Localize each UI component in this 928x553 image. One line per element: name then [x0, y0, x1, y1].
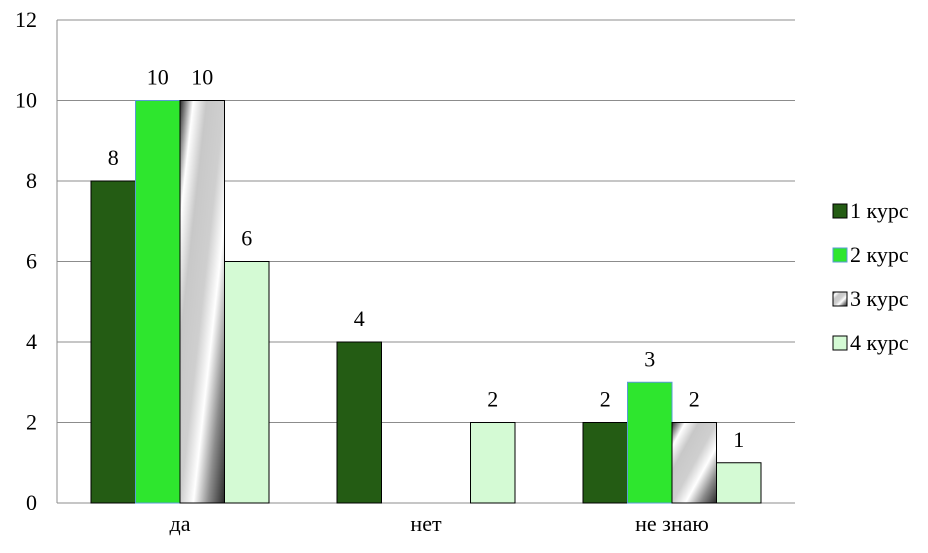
y-tick-label: 8 [26, 168, 37, 193]
y-tick-label: 4 [26, 329, 37, 354]
data-label: 3 [644, 346, 655, 371]
bar-3-3 [671, 422, 717, 504]
data-labels: 8 10 10 6 4 2 2 3 2 1 [108, 65, 745, 452]
bar-1-2 [336, 341, 382, 504]
data-label: 2 [689, 387, 700, 412]
x-tick-label: да [170, 511, 191, 536]
data-label: 10 [191, 65, 213, 90]
legend-swatch [832, 203, 848, 219]
data-label: 4 [354, 306, 365, 331]
y-tick-label: 6 [26, 249, 37, 274]
bar-4-1 [224, 261, 270, 504]
y-axis: 0 2 4 6 8 10 12 [15, 7, 58, 515]
legend: 1 курс 2 курс 3 курс 4 курс [832, 198, 909, 355]
y-tick-label: 12 [15, 7, 37, 32]
y-tick-label: 2 [26, 410, 37, 435]
x-axis: да нет не знаю [170, 511, 709, 536]
data-label: 2 [600, 387, 611, 412]
data-label: 2 [487, 387, 498, 412]
legend-swatch [832, 335, 848, 351]
legend-label: 4 курс [850, 330, 909, 355]
x-tick-label: не знаю [635, 511, 709, 536]
legend-label: 2 курс [850, 242, 909, 267]
legend-label: 1 курс [850, 198, 909, 223]
data-label: 8 [108, 145, 119, 170]
y-tick-label: 0 [26, 490, 37, 515]
legend-label: 3 курс [850, 286, 909, 311]
x-tick-label: нет [410, 511, 442, 536]
data-label: 1 [733, 427, 744, 452]
bar-2-1 [135, 100, 181, 504]
legend-swatch [832, 247, 848, 263]
data-label: 10 [147, 65, 169, 90]
bar-4-2 [470, 422, 516, 504]
data-label: 6 [241, 226, 252, 251]
bars [90, 100, 762, 504]
bar-3-1 [179, 100, 225, 504]
y-tick-label: 10 [15, 88, 37, 113]
legend-swatch [832, 291, 848, 307]
bar-4-3 [716, 462, 762, 504]
bar-2-3 [627, 381, 673, 504]
bar-1-1 [90, 180, 136, 504]
bar-1-3 [582, 422, 628, 504]
